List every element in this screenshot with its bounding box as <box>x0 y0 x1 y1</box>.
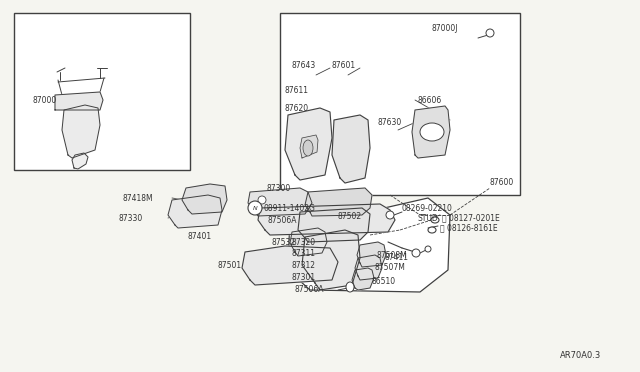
Polygon shape <box>300 135 318 158</box>
Polygon shape <box>298 208 370 242</box>
Polygon shape <box>357 242 386 267</box>
Ellipse shape <box>428 227 436 233</box>
Polygon shape <box>412 106 450 158</box>
Text: 87508M: 87508M <box>377 250 408 260</box>
Polygon shape <box>242 246 338 285</box>
Polygon shape <box>332 115 370 183</box>
Ellipse shape <box>258 196 266 204</box>
Bar <box>14 13 190 170</box>
Text: Ⓢ 08126-8161E: Ⓢ 08126-8161E <box>440 224 498 232</box>
Polygon shape <box>288 198 450 292</box>
Ellipse shape <box>303 140 313 156</box>
Text: N: N <box>253 205 257 211</box>
Polygon shape <box>290 228 327 256</box>
Text: 86606: 86606 <box>418 96 442 105</box>
Text: 87301: 87301 <box>292 273 316 282</box>
Text: 08911-1402G: 08911-1402G <box>264 203 316 212</box>
Polygon shape <box>302 230 360 290</box>
Text: 87418M: 87418M <box>122 193 152 202</box>
Text: 87320: 87320 <box>292 237 316 247</box>
Polygon shape <box>352 268 374 290</box>
Text: 87401: 87401 <box>188 231 212 241</box>
Bar <box>280 13 520 195</box>
Ellipse shape <box>486 29 494 37</box>
Text: 87000J: 87000J <box>432 23 458 32</box>
Polygon shape <box>258 204 395 235</box>
Text: 87630: 87630 <box>378 118 403 126</box>
Polygon shape <box>72 153 88 169</box>
Polygon shape <box>248 188 312 216</box>
Polygon shape <box>168 195 222 228</box>
Polygon shape <box>62 105 100 158</box>
Text: 87330: 87330 <box>118 214 142 222</box>
Text: 87611: 87611 <box>285 86 309 94</box>
Text: 87600: 87600 <box>490 177 515 186</box>
Text: 87300: 87300 <box>267 183 291 192</box>
Ellipse shape <box>346 282 354 292</box>
Text: 87311: 87311 <box>292 250 316 259</box>
Text: 87506A: 87506A <box>295 285 324 295</box>
Text: AR70A0.3: AR70A0.3 <box>560 350 601 359</box>
Text: 87507M: 87507M <box>375 263 406 273</box>
Polygon shape <box>285 108 332 180</box>
Ellipse shape <box>412 249 420 257</box>
Text: 87501: 87501 <box>218 260 242 269</box>
Text: 87411: 87411 <box>385 253 409 263</box>
Text: 87601: 87601 <box>332 61 356 70</box>
Text: 08269-02210: 08269-02210 <box>402 203 453 212</box>
Text: STUD: STUD <box>418 214 439 222</box>
Polygon shape <box>182 184 227 214</box>
Text: 87532: 87532 <box>272 237 296 247</box>
Polygon shape <box>305 188 372 216</box>
Text: 87506A: 87506A <box>268 215 298 224</box>
Text: 87312: 87312 <box>292 262 316 270</box>
Text: Ⓑ 08127-0201E: Ⓑ 08127-0201E <box>442 214 500 222</box>
Ellipse shape <box>420 123 444 141</box>
Ellipse shape <box>386 211 394 219</box>
Polygon shape <box>55 92 103 110</box>
Text: 87000: 87000 <box>32 96 56 105</box>
Ellipse shape <box>425 246 431 252</box>
Text: 87643: 87643 <box>292 61 316 70</box>
Polygon shape <box>355 255 382 280</box>
Text: 86510: 86510 <box>372 278 396 286</box>
Text: 87502: 87502 <box>338 212 362 221</box>
Ellipse shape <box>431 217 439 223</box>
Ellipse shape <box>248 201 262 215</box>
Text: 87620: 87620 <box>285 103 309 112</box>
